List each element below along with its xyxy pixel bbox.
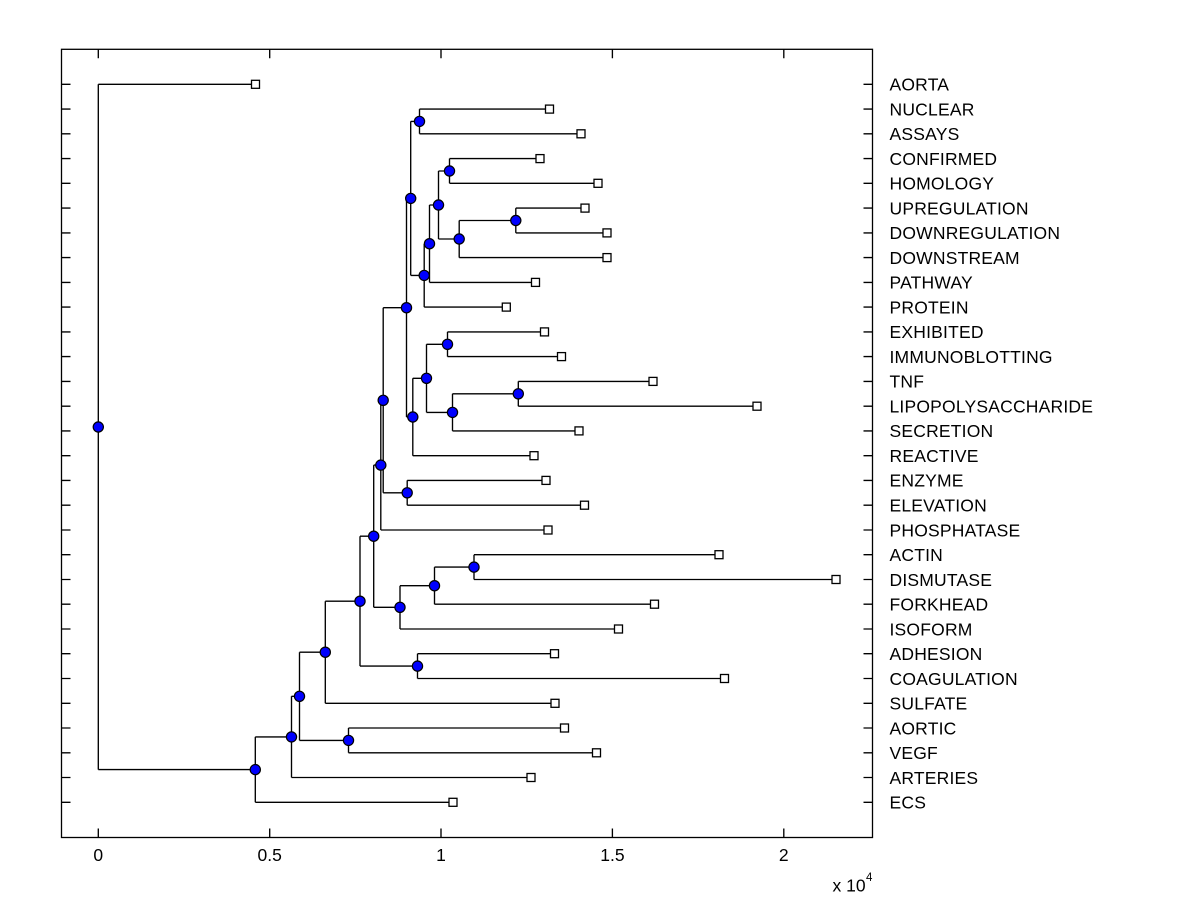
svg-text:0: 0: [93, 845, 103, 865]
svg-text:TNF: TNF: [890, 372, 925, 392]
svg-text:1: 1: [436, 845, 446, 865]
svg-text:SULFATE: SULFATE: [890, 694, 968, 714]
svg-text:EXHIBITED: EXHIBITED: [890, 322, 984, 342]
svg-text:ACTIN: ACTIN: [890, 545, 944, 565]
svg-text:COAGULATION: COAGULATION: [890, 669, 1018, 689]
svg-text:HOMOLOGY: HOMOLOGY: [890, 174, 995, 194]
svg-text:CONFIRMED: CONFIRMED: [890, 149, 998, 169]
svg-text:UPREGULATION: UPREGULATION: [890, 198, 1029, 218]
svg-text:1.5: 1.5: [600, 845, 624, 865]
svg-text:ELEVATION: ELEVATION: [890, 496, 987, 516]
svg-text:ENZYME: ENZYME: [890, 471, 964, 491]
svg-text:x 10: x 10: [833, 875, 866, 895]
svg-text:SECRETION: SECRETION: [890, 421, 994, 441]
svg-text:ISOFORM: ISOFORM: [890, 619, 973, 639]
svg-text:NUCLEAR: NUCLEAR: [890, 99, 975, 119]
svg-text:DOWNREGULATION: DOWNREGULATION: [890, 223, 1061, 243]
svg-text:2: 2: [779, 845, 789, 865]
svg-text:REACTIVE: REACTIVE: [890, 446, 979, 466]
svg-text:DOWNSTREAM: DOWNSTREAM: [890, 248, 1020, 268]
svg-text:AORTA: AORTA: [890, 75, 950, 95]
svg-text:FORKHEAD: FORKHEAD: [890, 595, 989, 615]
svg-text:ECS: ECS: [890, 793, 927, 813]
svg-text:ARTERIES: ARTERIES: [890, 768, 979, 788]
svg-text:PROTEIN: PROTEIN: [890, 297, 969, 317]
svg-text:4: 4: [866, 872, 873, 884]
svg-text:IMMUNOBLOTTING: IMMUNOBLOTTING: [890, 347, 1053, 367]
svg-text:ASSAYS: ASSAYS: [890, 124, 960, 144]
svg-text:AORTIC: AORTIC: [890, 718, 957, 738]
svg-text:PHOSPHATASE: PHOSPHATASE: [890, 520, 1021, 540]
svg-text:LIPOPOLYSACCHARIDE: LIPOPOLYSACCHARIDE: [890, 397, 1094, 417]
svg-text:ADHESION: ADHESION: [890, 644, 983, 664]
svg-text:0.5: 0.5: [258, 845, 282, 865]
svg-text:PATHWAY: PATHWAY: [890, 273, 974, 293]
svg-text:DISMUTASE: DISMUTASE: [890, 570, 993, 590]
svg-text:VEGF: VEGF: [890, 743, 938, 763]
